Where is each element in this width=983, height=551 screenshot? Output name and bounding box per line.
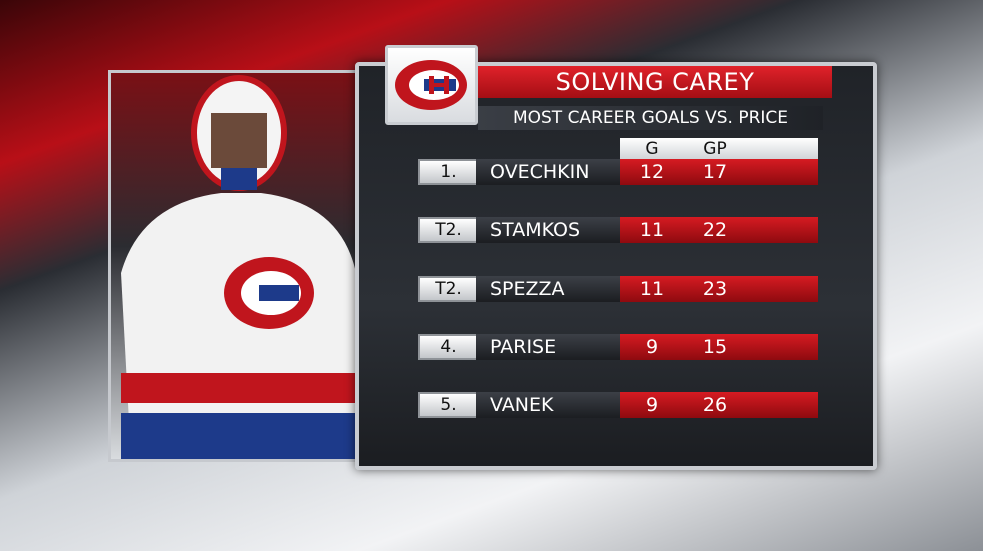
player-name: VANEK xyxy=(476,392,621,419)
player-name: PARISE xyxy=(476,333,621,360)
title: SOLVING CAREY xyxy=(478,66,832,98)
player-photo xyxy=(108,70,363,462)
subtitle: MOST CAREER GOALS VS. PRICE xyxy=(478,106,823,130)
column-header: G xyxy=(645,139,659,159)
stat-bar xyxy=(620,333,818,360)
stat-bar xyxy=(620,392,818,419)
goals: 11 xyxy=(639,219,665,242)
column-header-bar xyxy=(620,138,818,160)
logo-graphic xyxy=(395,60,467,110)
stat-bar xyxy=(620,159,818,185)
rank: T2. xyxy=(418,217,479,244)
goals: 9 xyxy=(645,394,659,417)
games-played: 22 xyxy=(702,219,728,242)
rank: 5. xyxy=(418,392,479,419)
games-played: 17 xyxy=(702,161,728,183)
games-played: 26 xyxy=(702,394,728,417)
rank: T2. xyxy=(418,275,479,302)
stat-bar xyxy=(620,217,818,244)
games-played: 15 xyxy=(702,335,728,358)
games-played: 23 xyxy=(702,277,728,300)
stat-bar xyxy=(620,275,818,302)
goals: 12 xyxy=(639,161,665,183)
player-name: SPEZZA xyxy=(476,275,621,302)
goalie-illustration xyxy=(121,75,360,459)
team-logo xyxy=(385,45,478,125)
rank: 4. xyxy=(418,333,479,360)
player-name: STAMKOS xyxy=(476,217,621,244)
goals: 9 xyxy=(645,335,659,358)
goals: 11 xyxy=(639,277,665,300)
player-name: OVECHKIN xyxy=(476,159,621,185)
rank: 1. xyxy=(418,159,479,185)
column-header: GP xyxy=(703,139,727,159)
